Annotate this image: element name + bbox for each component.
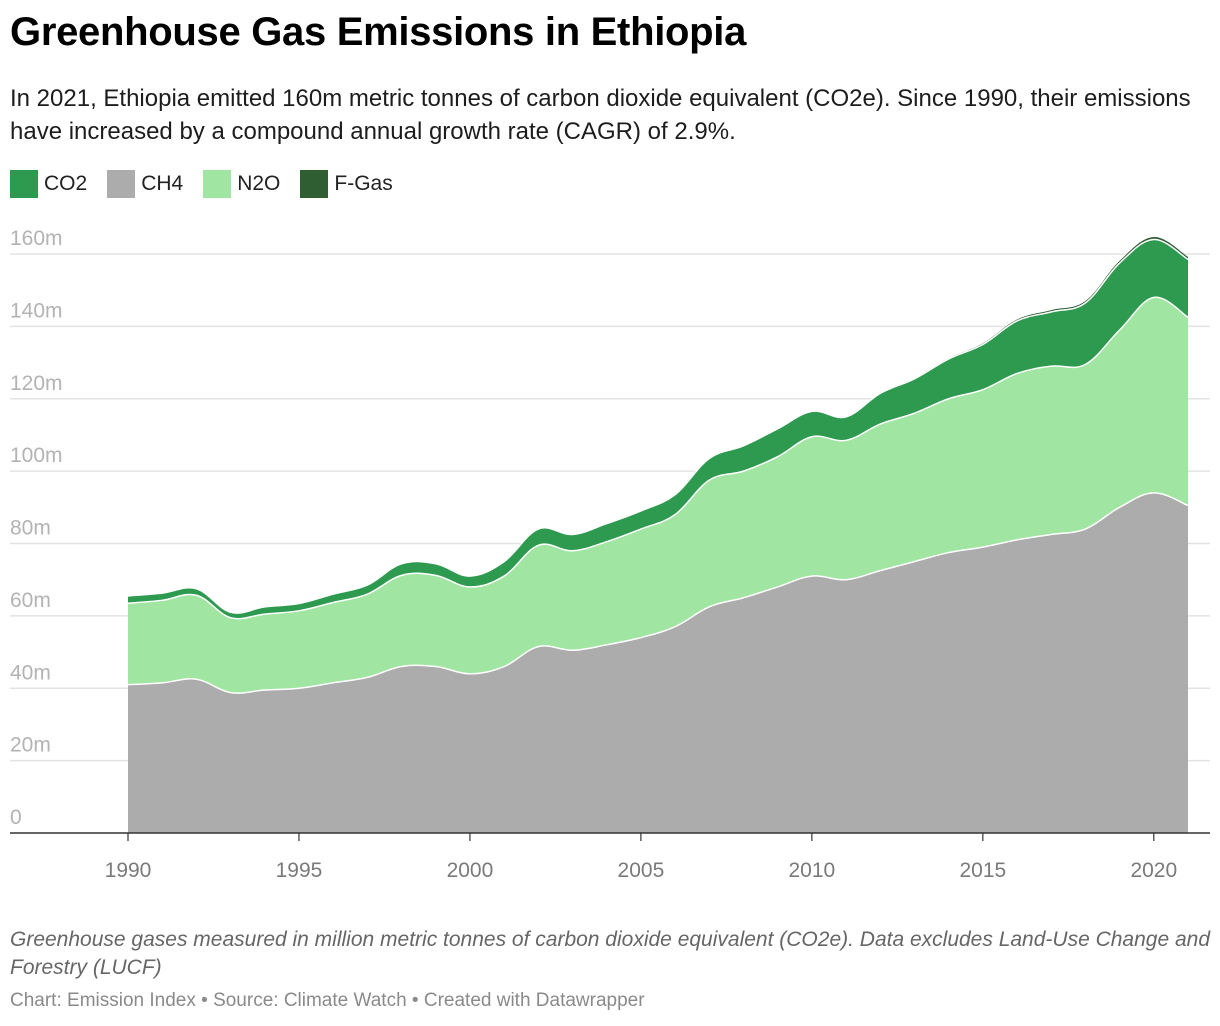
x-tick-label: 2010 [789,859,836,882]
chart-notes: Greenhouse gases measured in million met… [10,928,1211,979]
stacked-area-chart: 0 20m 40m 60m 80m 100m 120m 140m 160m 1990 1995 200… [10,227,1210,882]
y-tick-label: 0 [10,806,22,829]
y-tick-label: 60m [10,589,51,612]
y-tick-label: 140m [10,299,63,322]
axes: 0 20m 40m 60m 80m 100m 120m 140m 160m 1990 1995 200… [10,227,1210,882]
boundary-n2o [127,296,1189,620]
x-tick-label: 1995 [276,859,323,882]
legend-label-ch4: CH4 [141,172,184,195]
legend: CO2 CH4 N2O F-Gas [10,170,413,198]
x-tick-label: 2005 [618,859,665,882]
legend-item-n2o: N2O [203,170,280,198]
legend-item-f-gas: F-Gas [300,170,393,198]
legend-item-ch4: CH4 [107,170,183,198]
legend-swatch-ch4 [107,170,136,198]
x-tick-label: 2015 [959,859,1006,882]
legend-label-co2: CO2 [44,172,88,195]
area-ch4 [128,492,1188,833]
y-tick-label: 120m [10,372,63,395]
legend-swatch-co2 [10,170,38,198]
legend-swatch-f-gas [300,170,329,198]
chart-subtitle: In 2021, Ethiopia emitted 160m metric to… [10,85,1191,145]
y-tick-label: 80m [10,517,51,540]
chart-credits: Chart: Emission Index • Source: Climate … [10,990,645,1011]
y-tick-label: 40m [10,661,51,684]
boundary-ch4 [127,492,1189,694]
x-tick-label: 2000 [447,859,494,882]
legend-label-n2o: N2O [237,172,281,195]
boundary-co2 [127,238,1189,614]
x-tick-label: 1990 [105,859,152,882]
legend-label-f-gas: F-Gas [334,172,393,195]
y-tick-label: 20m [10,734,51,757]
y-tick-label: 100m [10,444,63,467]
area-series [127,236,1189,833]
y-tick-label: 160m [10,227,63,250]
legend-item-co2: CO2 [10,170,87,198]
legend-swatch-n2o [203,170,232,198]
x-tick-label: 2020 [1130,859,1177,882]
chart-title: Greenhouse Gas Emissions in Ethiopia [10,10,747,54]
